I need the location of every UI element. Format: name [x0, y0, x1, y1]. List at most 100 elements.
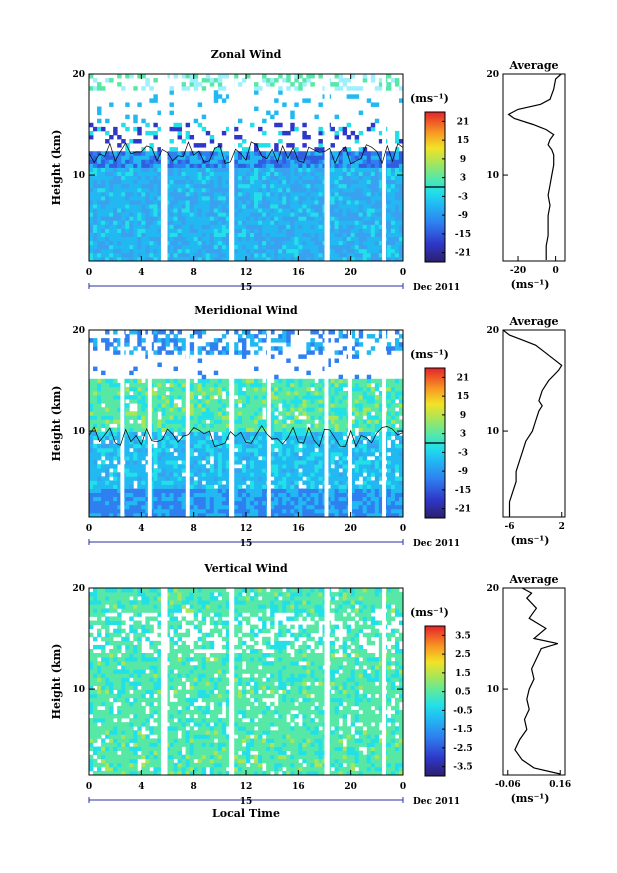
heatmap-cell — [165, 342, 170, 347]
heatmap-cell — [362, 480, 368, 485]
heatmap-cell — [145, 122, 150, 128]
heatmap-cell — [270, 338, 275, 343]
heatmap-cell — [101, 216, 106, 221]
heatmap-cell — [241, 415, 247, 420]
heatmap-cell — [254, 224, 259, 229]
heatmap-cell — [173, 179, 178, 185]
heatmap-cell — [358, 208, 364, 213]
heatmap-cell — [294, 175, 299, 181]
heatmap-cell — [390, 171, 396, 177]
heatmap-cell — [314, 256, 319, 262]
heatmap-cell — [209, 236, 215, 242]
heatmap-cell — [97, 399, 102, 404]
heatmap-cell — [241, 240, 247, 246]
heatmap-cell — [105, 508, 110, 514]
heatmap-cell — [197, 504, 203, 510]
heatmap-cell — [306, 480, 311, 485]
heatmap-cell — [189, 200, 195, 205]
heatmap-cell — [101, 460, 106, 465]
heatmap-cell — [370, 386, 376, 392]
heatmap-cell — [193, 496, 199, 502]
heatmap-cell — [246, 200, 251, 205]
heatmap-cell — [274, 167, 279, 172]
heatmap-cell — [302, 244, 307, 250]
heatmap-cell — [326, 447, 331, 453]
heatmap-cell — [137, 508, 142, 514]
heatmap-cell — [225, 496, 231, 502]
heatmap-cell — [145, 187, 150, 193]
heatmap-cell — [213, 248, 219, 254]
heatmap-cell — [189, 480, 195, 485]
heatmap-cell — [274, 460, 279, 465]
heatmap-cell — [366, 382, 372, 388]
heatmap-cell — [133, 460, 138, 465]
heatmap-cell — [133, 179, 138, 185]
heatmap-cell — [209, 171, 215, 177]
heatmap-cell — [221, 256, 227, 262]
heatmap-cell — [225, 447, 231, 453]
heatmap-cell — [394, 179, 400, 185]
heatmap-cell — [314, 439, 319, 445]
heatmap-cell — [97, 179, 102, 185]
heatmap-cell — [290, 447, 295, 453]
heatmap-cell — [153, 460, 158, 465]
heatmap-cell — [306, 439, 311, 445]
heatmap-cell — [338, 179, 344, 185]
heatmap-cell — [362, 200, 368, 205]
heatmap-cell — [105, 504, 110, 510]
heatmap-cell — [326, 488, 331, 494]
heatmap-cell — [145, 232, 150, 238]
heatmap-cell — [338, 204, 344, 209]
heatmap-cell — [342, 460, 348, 465]
heatmap-cell — [298, 252, 303, 258]
heatmap-cell — [173, 171, 178, 177]
heatmap-cell — [338, 390, 344, 396]
heatmap-cell — [302, 212, 307, 217]
heatmap-cell — [101, 175, 106, 181]
heatmap-cell — [97, 183, 102, 189]
heatmap-cell — [258, 464, 263, 469]
heatmap-cell — [193, 232, 199, 238]
heatmap-cell — [205, 439, 211, 445]
heatmap-cell — [314, 151, 319, 156]
heatmap-cell — [262, 183, 267, 189]
heatmap-cell — [109, 163, 114, 168]
heatmap-cell — [318, 431, 323, 437]
heatmap-cell — [314, 191, 319, 197]
heatmap-cell — [306, 484, 311, 489]
heatmap-cell — [298, 183, 303, 189]
heatmap-cell — [89, 382, 94, 388]
heatmap-cell — [157, 346, 162, 351]
heatmap-cell — [334, 427, 339, 433]
heatmap-cell — [205, 443, 211, 449]
heatmap-cell — [105, 191, 110, 197]
heatmap-cell — [250, 435, 255, 441]
heatmap-cell — [346, 151, 352, 156]
heatmap-cell — [109, 500, 114, 506]
heatmap-cell — [133, 232, 138, 238]
heatmap-cell — [290, 171, 295, 177]
heatmap-cell — [350, 431, 356, 437]
heatmap-cell — [306, 179, 311, 185]
heatmap-cell — [290, 240, 295, 246]
heatmap-cell — [169, 451, 174, 457]
heatmap-cell — [189, 496, 195, 502]
heatmap-cell — [250, 407, 255, 412]
heatmap-cell — [157, 435, 162, 441]
heatmap-cell — [274, 435, 279, 441]
heatmap-cell — [262, 423, 267, 428]
heatmap-cell — [298, 228, 303, 233]
heatmap-cell — [262, 456, 267, 461]
heatmap-cell — [201, 386, 207, 392]
heatmap-cell — [221, 386, 227, 392]
heatmap-cell — [205, 488, 211, 494]
heatmap-cell — [362, 395, 368, 400]
heatmap-cell — [290, 382, 295, 388]
heatmap-cell — [121, 240, 126, 246]
heatmap-cell — [109, 480, 114, 485]
heatmap-cell — [89, 212, 94, 217]
heatmap-cell — [298, 208, 303, 213]
heatmap-cell — [362, 78, 368, 83]
heatmap-cell — [137, 232, 142, 238]
heatmap-cell — [241, 435, 247, 441]
